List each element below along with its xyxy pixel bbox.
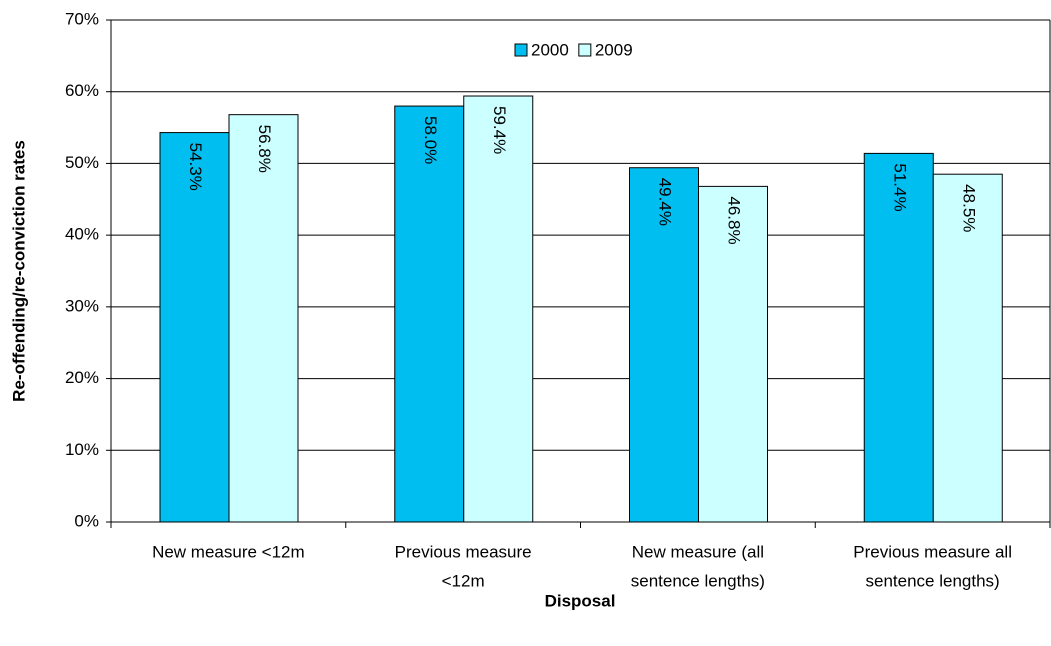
x-tick-label: sentence lengths) — [866, 571, 1000, 590]
x-tick-label: Previous measure — [395, 542, 532, 561]
data-label: 49.4% — [656, 178, 675, 226]
x-tick-label: New measure <12m — [152, 542, 305, 561]
x-axis-title: Disposal — [545, 591, 616, 610]
data-label: 51.4% — [890, 163, 909, 211]
bar — [394, 105, 465, 523]
bar — [863, 152, 934, 523]
y-tick-label: 10% — [65, 440, 99, 459]
y-tick-label: 40% — [65, 225, 99, 244]
x-tick-label: Previous measure all — [853, 542, 1012, 561]
bar — [629, 167, 699, 523]
legend-swatch — [514, 43, 528, 57]
legend-swatch — [578, 43, 592, 57]
bar — [228, 114, 299, 523]
y-tick-label: 30% — [65, 296, 99, 315]
bar — [159, 132, 230, 523]
legend-label: 2000 — [531, 40, 569, 59]
x-tick-label: sentence lengths) — [631, 571, 765, 590]
y-tick-label: 0% — [74, 511, 99, 530]
bar — [932, 173, 1003, 523]
data-label: 56.8% — [255, 125, 274, 173]
data-label: 58.0% — [421, 116, 440, 164]
data-label: 54.3% — [186, 143, 205, 191]
bar — [698, 185, 768, 523]
y-axis-title: Re-offending/re-conviction rates — [9, 140, 28, 402]
y-tick-label: 50% — [65, 153, 99, 172]
y-tick-label: 60% — [65, 81, 99, 100]
data-label: 48.5% — [959, 184, 978, 232]
y-tick-label: 20% — [65, 368, 99, 387]
y-tick-label: 70% — [65, 9, 99, 28]
x-tick-label: <12m — [442, 571, 485, 590]
data-label: 59.4% — [490, 106, 509, 154]
x-tick-label: New measure (all — [632, 542, 764, 561]
legend-label: 2009 — [595, 40, 633, 59]
data-label: 46.8% — [725, 196, 744, 244]
bar — [463, 95, 534, 523]
